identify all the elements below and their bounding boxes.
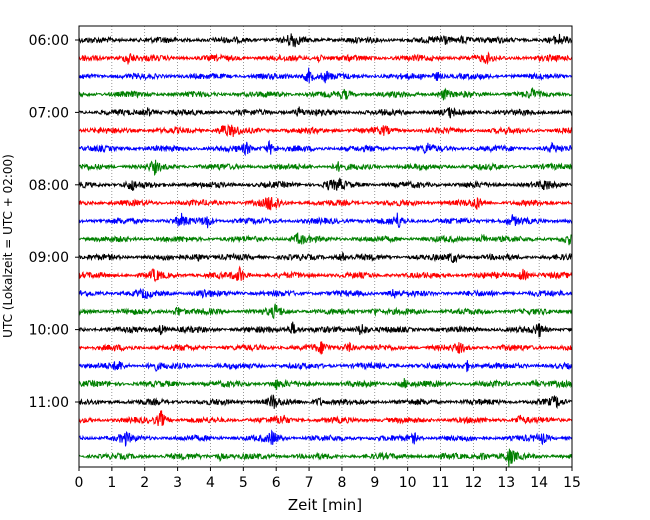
x-axis-ticks: 0 1 2 3 4 5 6 7 8 9 10 11 12 13 14 15	[75, 467, 581, 491]
trace-0645	[78, 86, 573, 101]
trace-0715	[78, 123, 573, 138]
trace-1115	[78, 410, 573, 426]
trace-0900	[78, 251, 573, 264]
x-tick-label: 9	[370, 475, 379, 491]
trace-0745	[78, 159, 573, 177]
trace-0600	[78, 33, 573, 48]
x-tick-label: 12	[464, 475, 482, 491]
trace-1100	[78, 394, 573, 410]
trace-0630	[78, 67, 573, 84]
trace-1015	[78, 341, 573, 355]
trace-0830	[78, 212, 572, 229]
x-tick-label: 2	[140, 475, 149, 491]
y-tick-label: 06:00	[29, 33, 69, 49]
trace-0930	[78, 287, 573, 300]
x-tick-label: 13	[497, 475, 515, 491]
x-axis-label: Zeit [min]	[288, 496, 362, 514]
x-tick-label: 7	[305, 475, 314, 491]
trace-1045	[78, 377, 573, 391]
trace-0915	[78, 265, 573, 283]
x-tick-label: 0	[75, 475, 84, 491]
y-axis-ticks: 06:00 07:00 08:00 09:00 10:00 11:00	[29, 33, 79, 411]
y-tick-label: 09:00	[29, 250, 69, 266]
trace-1030	[78, 360, 573, 373]
y-tick-label: 11:00	[29, 395, 69, 411]
trace-0700	[78, 106, 573, 119]
x-tick-label: 3	[173, 475, 182, 491]
trace-1000	[78, 321, 573, 338]
y-axis-label: UTC (Lokalzeit = UTC + 02:00)	[1, 154, 15, 338]
y-tick-label: 10:00	[29, 323, 69, 339]
trace-0800	[78, 177, 573, 191]
x-tick-label: 6	[272, 475, 281, 491]
plot-background	[79, 26, 572, 467]
trace-0615	[78, 51, 573, 66]
x-tick-label: 5	[239, 475, 248, 491]
x-tick-label: 1	[107, 475, 116, 491]
trace-0730	[78, 139, 573, 157]
y-tick-label: 07:00	[29, 105, 69, 121]
plot-frame	[78, 25, 573, 468]
trace-1130	[78, 429, 573, 447]
x-tick-label: 10	[399, 475, 417, 491]
trace-0945	[78, 303, 573, 320]
trace-lines	[78, 33, 573, 467]
x-tick-label: 11	[432, 475, 450, 491]
trace-0845	[78, 232, 573, 246]
x-tick-label: 14	[530, 475, 548, 491]
x-tick-label: 4	[206, 475, 215, 491]
x-tick-label: 15	[563, 475, 581, 491]
y-tick-label: 08:00	[29, 178, 69, 194]
trace-1145	[78, 448, 573, 467]
trace-0815	[78, 196, 573, 211]
x-tick-label: 8	[337, 475, 346, 491]
